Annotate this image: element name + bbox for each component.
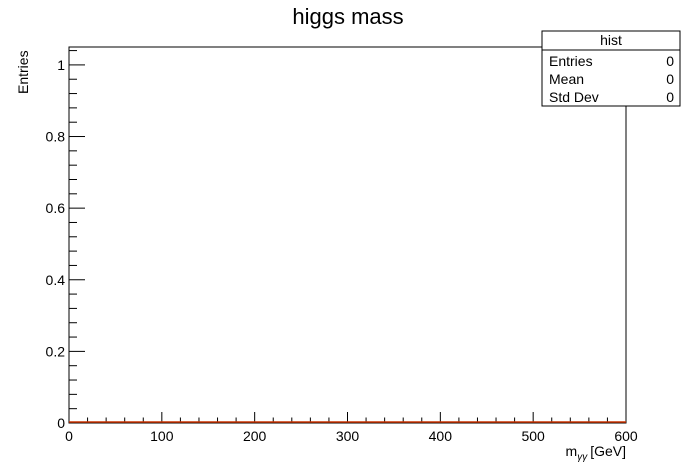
stats-value-std-dev: 0 — [666, 89, 674, 105]
x-axis-title-main: m — [566, 443, 578, 459]
y-tick-label: 0.8 — [46, 129, 66, 145]
stats-value-mean: 0 — [666, 71, 674, 87]
y-tick-label: 0.6 — [46, 200, 66, 216]
chart-title: higgs mass — [292, 4, 403, 29]
stats-label-std-dev: Std Dev — [549, 89, 599, 105]
x-tick-label: 500 — [521, 428, 545, 444]
stats-label-entries: Entries — [549, 53, 593, 69]
x-tick-label: 300 — [336, 428, 360, 444]
x-axis-title: mγγ [GeV] — [566, 443, 626, 463]
stats-box: hist Entries 0 Mean 0 Std Dev 0 — [541, 30, 681, 107]
y-tick-label: 0.2 — [46, 343, 66, 359]
x-tick-label: 400 — [429, 428, 453, 444]
x-tick-label: 600 — [614, 428, 638, 444]
x-tick-label: 100 — [150, 428, 174, 444]
stats-box-frame — [541, 30, 681, 107]
x-tick-label: 0 — [65, 428, 73, 444]
x-axis-title-unit: [GeV] — [590, 443, 626, 459]
y-tick-label: 0.4 — [46, 272, 66, 288]
y-axis-title: Entries — [15, 50, 31, 94]
x-axis: 0 100 200 300 400 500 600 — [65, 412, 638, 444]
stats-value-entries: 0 — [666, 53, 674, 69]
x-axis-title-subscript: γγ — [577, 452, 588, 463]
x-tick-label: 200 — [243, 428, 267, 444]
stats-label-mean: Mean — [549, 71, 584, 87]
y-axis: 0 0.2 0.4 0.6 0.8 1 — [46, 50, 85, 431]
stats-box-title: hist — [600, 32, 622, 48]
y-tick-label: 1 — [57, 57, 65, 73]
y-tick-label: 0 — [57, 415, 65, 431]
